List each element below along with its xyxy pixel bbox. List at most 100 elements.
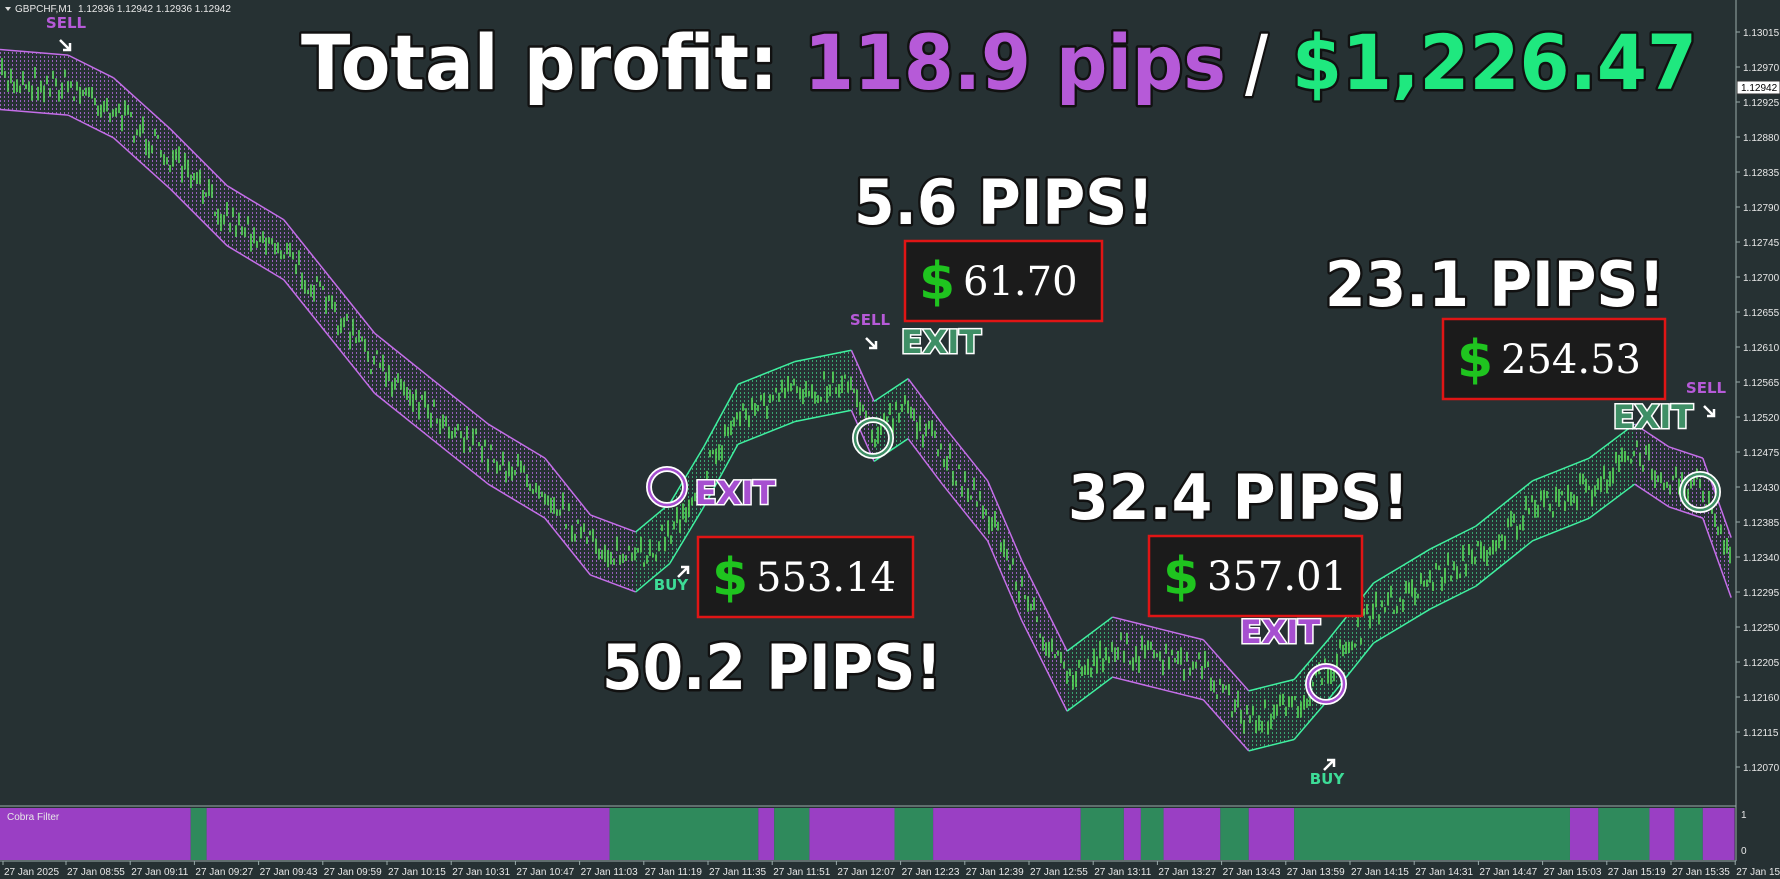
signal-arrow [1323,758,1336,771]
filter-bar [933,808,1081,860]
channel-lower [113,137,171,190]
channel-lower [907,438,943,485]
channel-upper [1532,457,1590,482]
price-label: 1.12880 [1743,133,1780,144]
current-price: 1.12942 [1741,83,1778,94]
price-label: 1.12610 [1743,343,1780,354]
signal-arrow [1703,405,1716,418]
channel-fill [590,514,636,592]
channel-fill [374,333,432,439]
current-price-box [1736,80,1780,95]
channel-fill [1203,639,1249,751]
time-label: 27 Jan 12:07 [837,867,895,878]
time-label: 27 Jan 12:23 [902,867,960,878]
time-label: 27 Jan 10:47 [516,867,574,878]
time-label: 27 Jan 09:43 [260,867,318,878]
channel-lower [1430,585,1477,610]
channel-fill [0,49,69,116]
channel-fill [1067,617,1113,712]
channel-fill [1475,480,1533,587]
price-label: 1.12520 [1743,413,1780,424]
filter-bar [1569,808,1599,860]
time-label: 27 Jan 12:39 [966,867,1024,878]
channel-lower [986,540,1023,621]
channel-upper [1157,627,1204,641]
time-label: 27 Jan 15:19 [1608,867,1666,878]
channel-lower [487,483,546,519]
channel-fill [1021,560,1068,712]
price-label: 1.12430 [1743,483,1780,494]
filter-bar [1598,808,1650,860]
channel-upper [67,54,114,79]
time-label: 27 Jan 10:31 [452,867,510,878]
channel-lower [1021,619,1068,712]
channel-lower [328,336,376,394]
channel-fill [908,378,943,485]
channel-lower [226,245,285,281]
channel-lower [283,279,330,337]
channel-upper [328,276,376,334]
profit-amount: 357.01 [1207,554,1347,600]
time-label: 27 Jan 15:03 [1544,867,1602,878]
profit-box [1441,317,1667,401]
channel-upper [169,128,228,187]
channel-upper [703,383,739,448]
price-label: 1.12970 [1743,63,1780,74]
channel-upper [1248,678,1295,692]
channel-lower [1668,506,1704,519]
channel-lower [1293,699,1329,740]
profit-box [903,239,1104,323]
channel-lower [1475,540,1533,587]
channel-lower [1373,608,1431,644]
price-label: 1.12655 [1743,308,1780,319]
channel-lower [635,562,671,593]
channel-upper [113,77,171,130]
quote: 1.12936 1.12942 1.12936 1.12942 [78,4,231,15]
filter-bar [1163,808,1221,860]
channel-upper [850,349,875,402]
filter-bar [206,808,610,860]
time-label: 27 Jan 11:03 [581,867,639,878]
title-label: Total profit: [301,18,778,107]
channel-fill [794,350,852,422]
channel-lower [1702,517,1732,598]
time-label: 27 Jan 11:35 [709,867,767,878]
channel-upper [1475,480,1533,527]
filter-bar [1140,808,1164,860]
channel-upper [1634,423,1670,448]
buy-signal: BUY [1310,770,1346,788]
channel-upper [1588,423,1636,459]
channel-upper [544,457,591,516]
currency: $ [1457,330,1493,390]
channel-lower [703,443,739,508]
filter-bar [1674,808,1703,860]
filter-bar [1220,808,1249,860]
channel-fill [1532,458,1590,541]
price-plot [0,48,1732,752]
price-label: 1.12250 [1743,623,1780,634]
profit-box [1147,534,1364,618]
channel-upper [873,378,909,403]
filter-bar [1123,808,1141,860]
buy-signal: BUY [654,576,690,594]
time-label: 27 Jan 15:35 [1672,867,1730,878]
sell-signal: SELL [46,14,87,32]
price-label: 1.12790 [1743,203,1780,214]
time-label: 27 Jan 12:55 [1030,867,1088,878]
channel-upper [430,378,489,425]
channel-upper [1668,446,1704,459]
channel-lower [737,420,795,446]
indicator-name: Cobra Filter [7,812,60,823]
channel-fill [329,276,375,394]
indicator-scale: 0 [1741,846,1747,857]
price-label: 1.12745 [1743,238,1780,249]
exit-circle [647,467,687,507]
menu-arrow[interactable] [5,7,11,11]
sell-signal: SELL [850,311,891,329]
channel-fill [703,384,738,507]
channel-upper [1373,548,1431,584]
filter-bar [809,808,895,860]
currency: $ [1163,547,1199,607]
